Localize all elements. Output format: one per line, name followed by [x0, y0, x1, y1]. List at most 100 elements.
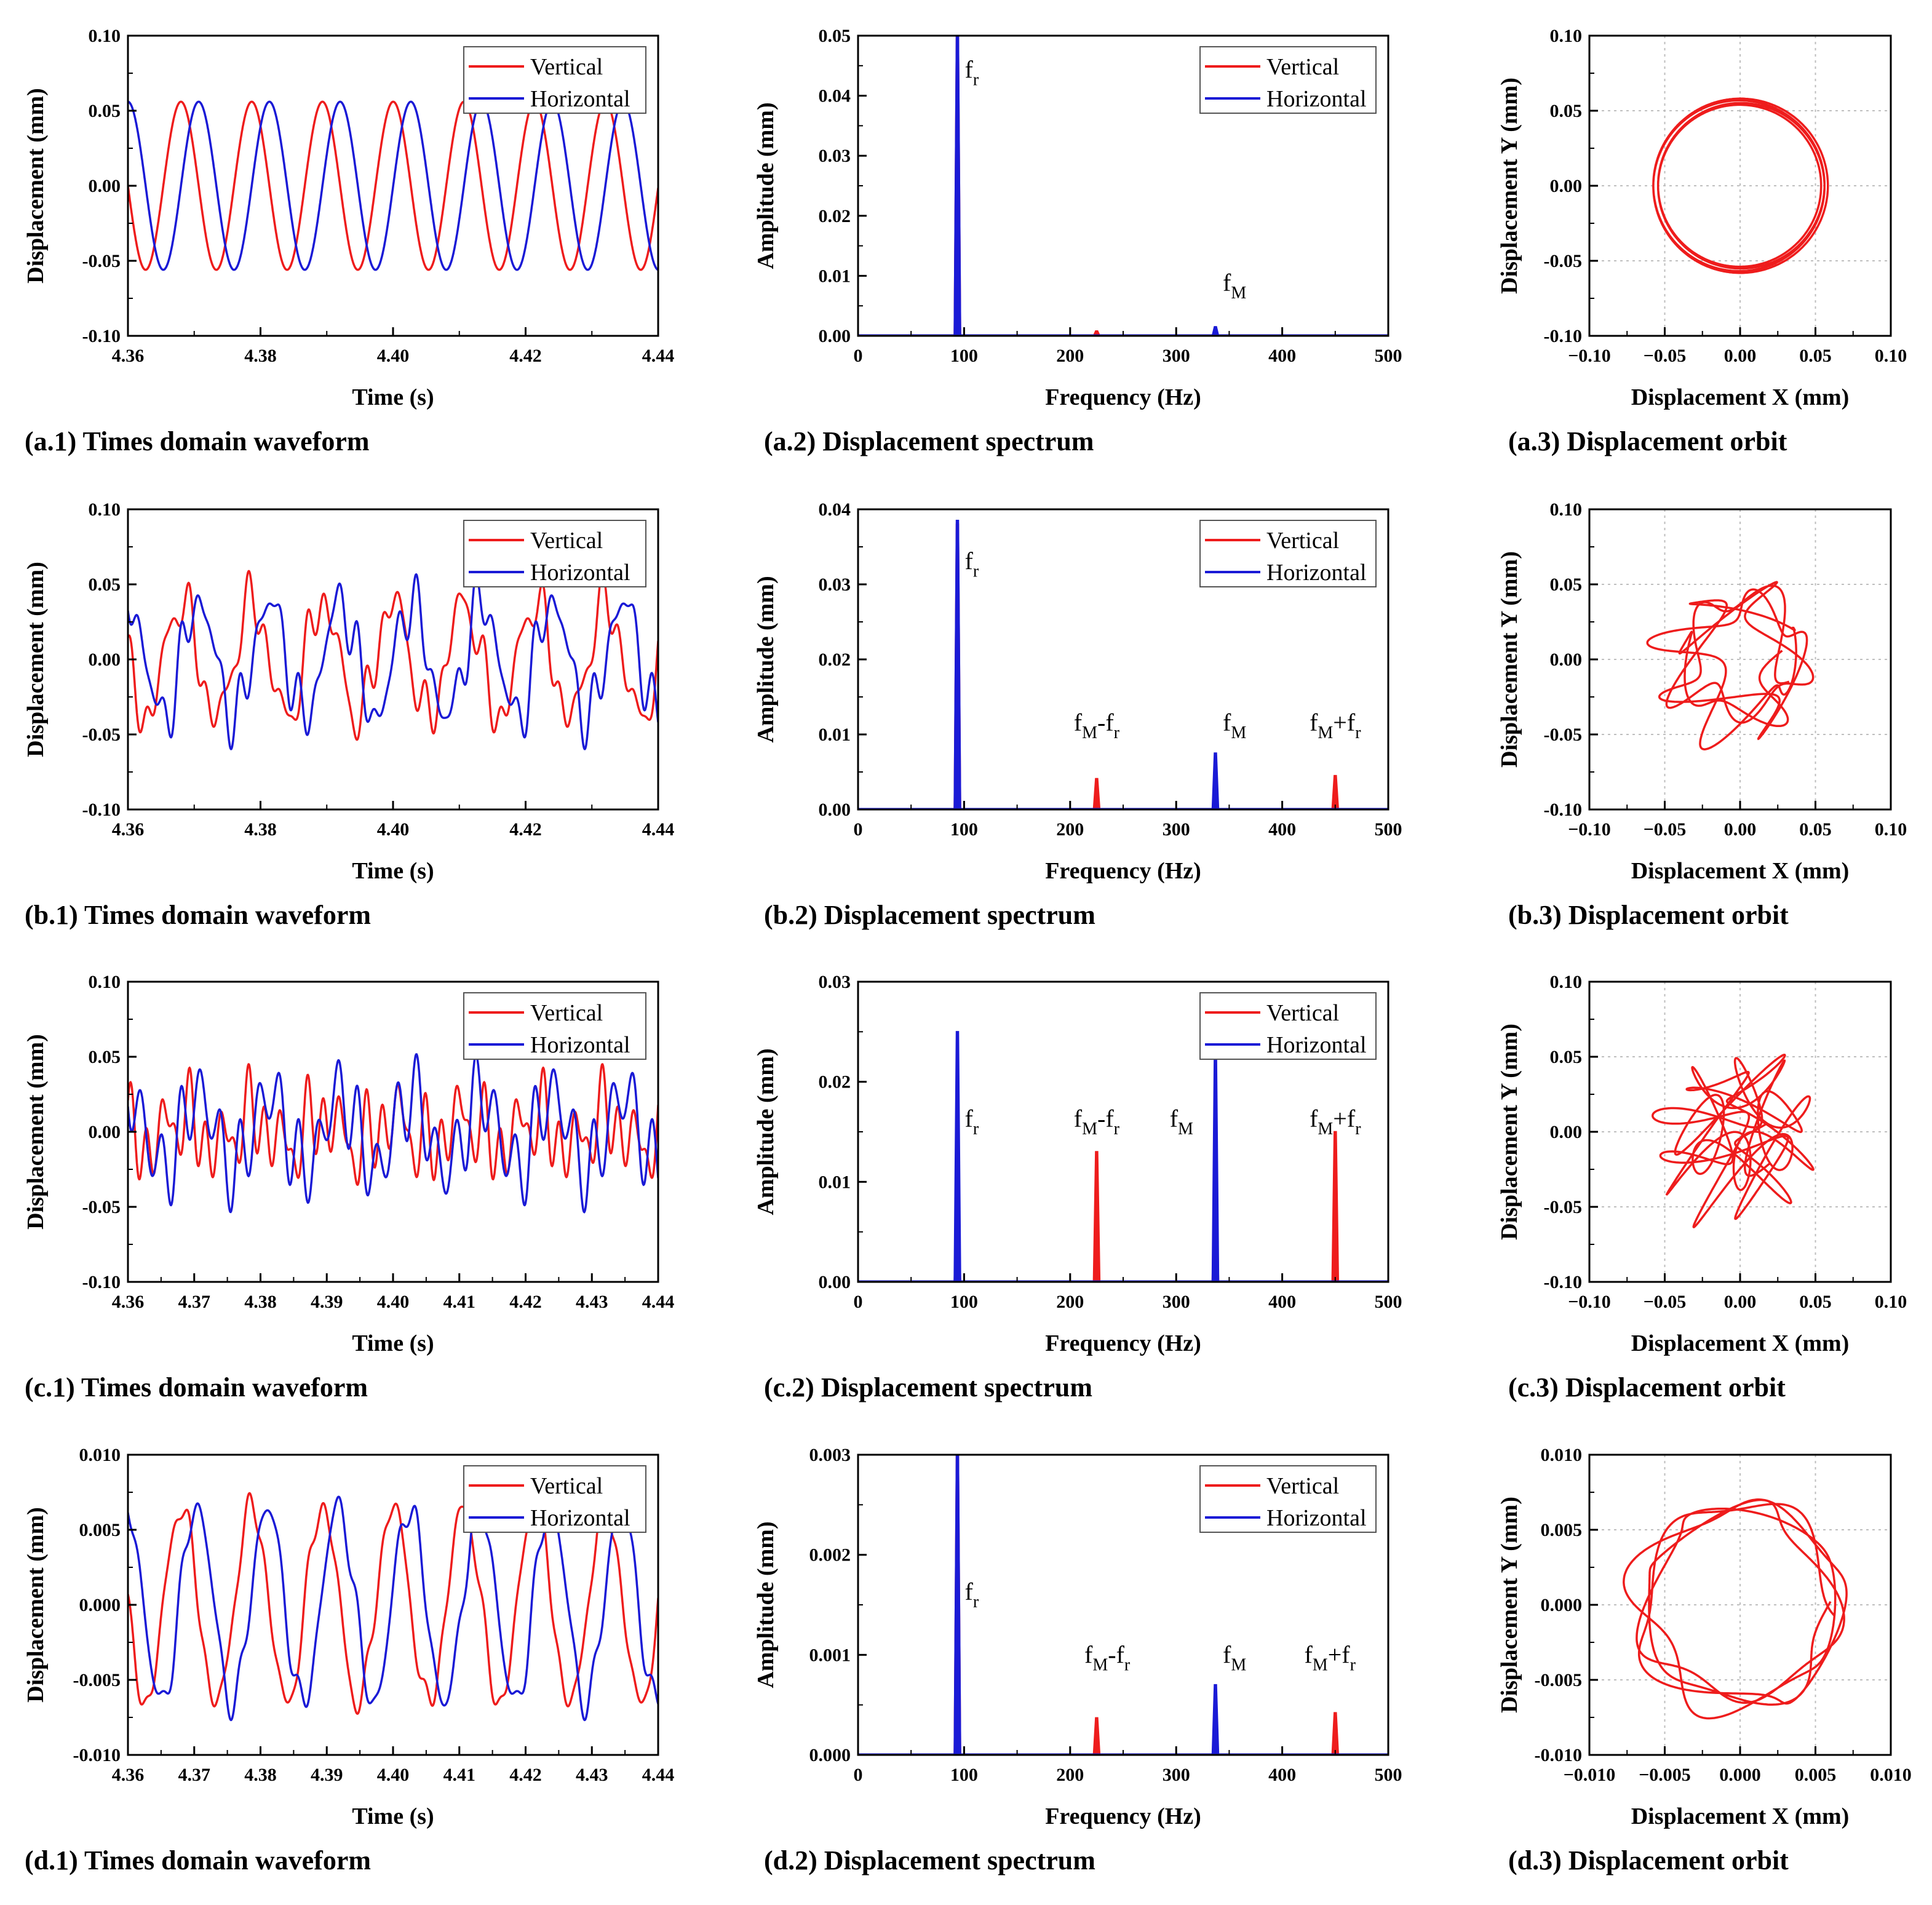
legend-label-horizontal: Horizontal — [1266, 560, 1367, 586]
legend-label-horizontal: Horizontal — [530, 86, 630, 112]
y-tick-label: -0.05 — [1544, 1197, 1583, 1217]
panel-caption: (d.3) Displacement orbit — [1508, 1845, 1789, 1875]
y-axis-title: Amplitude (mm) — [753, 576, 779, 742]
y-tick-label: 0.02 — [819, 206, 851, 226]
x-tick-label: 0.00 — [1724, 819, 1757, 840]
x-axis-title: Frequency (Hz) — [1045, 384, 1201, 410]
spectrum-peak-vertical — [1331, 774, 1340, 809]
x-tick-label: 4.40 — [377, 1292, 410, 1312]
x-tick-label: 4.44 — [642, 346, 675, 366]
legend-label-vertical: Vertical — [530, 528, 603, 554]
y-tick-label: -0.05 — [1544, 251, 1583, 271]
y-tick-label: -0.10 — [82, 326, 121, 346]
y-tick-label: 0.01 — [819, 266, 851, 286]
x-tick-label: 0.005 — [1795, 1765, 1837, 1785]
orbit-line — [1652, 1054, 1815, 1228]
spectrum-peak-horizontal — [953, 1455, 961, 1755]
legend-box — [463, 992, 646, 1060]
y-tick-label: -0.05 — [82, 251, 121, 271]
x-tick-label: 400 — [1268, 346, 1296, 366]
x-tick-label: 0.000 — [1719, 1765, 1761, 1785]
x-tick-label: 0.05 — [1799, 819, 1832, 840]
panel-caption: (c.1) Times domain waveform — [25, 1372, 368, 1402]
x-tick-label: 0.10 — [1875, 819, 1907, 840]
x-tick-label: 4.44 — [642, 819, 675, 840]
legend-label-horizontal: Horizontal — [530, 1505, 630, 1531]
panel-d3: −0.010 −0.005 0.000 0.005 0.010 -0.010 -0.005 0… — [1497, 1445, 1912, 1875]
y-tick-label: 0.05 — [89, 575, 121, 595]
y-tick-label: 0.05 — [89, 1047, 121, 1067]
legend: Vertical Horizontal — [1199, 520, 1377, 587]
panel-c1: 4.36 4.37 4.38 4.39 4.40 4.41 4.42 4.43 4.44 -0.1… — [23, 972, 674, 1402]
legend-label-vertical: Vertical — [1266, 54, 1339, 80]
panel-caption: (a.1) Times domain waveform — [25, 426, 370, 456]
x-tick-label: 400 — [1268, 1292, 1296, 1312]
y-tick-label: -0.10 — [82, 800, 121, 820]
panel-c3: −0.10 −0.05 0.00 0.05 0.10 -0.10 -0.05 0.00 0.05… — [1497, 972, 1907, 1402]
y-tick-label: 0.05 — [819, 26, 851, 46]
panel-b1: 4.36 4.38 4.40 4.42 4.44 -0.10 -0.05 0.00 0.05 0.… — [23, 499, 674, 930]
legend-label-horizontal: Horizontal — [1266, 86, 1367, 112]
spectrum-peak-vertical — [1092, 1717, 1101, 1755]
panel-caption: (b.2) Displacement spectrum — [764, 900, 1095, 930]
x-tick-label: 4.40 — [377, 1765, 410, 1785]
plot-area — [858, 1031, 1388, 1282]
legend-label-vertical: Vertical — [1266, 528, 1339, 554]
x-tick-label: −0.05 — [1644, 346, 1687, 366]
panel-a3: −0.10 −0.05 0.00 0.05 0.10 -0.10 -0.05 0.00 0.05… — [1497, 26, 1907, 456]
peak-annotation: fM+fr — [1304, 1641, 1356, 1674]
panel-b2: 0 100 200 300 400 500 0.00 0.01 0.02 0.03 0.04 Freq… — [753, 499, 1402, 930]
spectrum-peak-vertical — [1331, 1131, 1340, 1282]
y-tick-label: 0.05 — [1550, 1047, 1583, 1067]
x-tick-label: 300 — [1163, 819, 1190, 840]
legend-label-vertical: Vertical — [1266, 1000, 1339, 1026]
legend-label-vertical: Vertical — [1266, 1473, 1339, 1499]
x-tick-label: 300 — [1163, 346, 1190, 366]
x-tick-label: −0.05 — [1644, 1292, 1687, 1312]
y-tick-label: 0.03 — [819, 146, 851, 166]
plot-area — [128, 1492, 658, 1722]
x-tick-label: 200 — [1056, 1292, 1084, 1312]
x-tick-label: 4.43 — [576, 1765, 608, 1785]
y-tick-label: -0.010 — [73, 1745, 121, 1765]
plot-area — [1623, 1498, 1848, 1720]
spectrum-peak-vertical — [1092, 778, 1101, 809]
series-line-horizontal — [128, 1053, 658, 1214]
y-tick-label: -0.10 — [1544, 326, 1583, 346]
x-tick-label: 100 — [950, 819, 978, 840]
peak-annotation: fM — [1223, 269, 1246, 303]
y-tick-label: 0.10 — [89, 499, 121, 520]
spectrum-peak-horizontal — [953, 1031, 961, 1282]
y-axis-title: Displacement Y (mm) — [1497, 551, 1522, 768]
x-tick-label: 500 — [1375, 819, 1402, 840]
y-axis-title: Displacement (mm) — [23, 88, 49, 284]
x-tick-label: 4.38 — [244, 1765, 277, 1785]
x-tick-label: 100 — [950, 1292, 978, 1312]
peak-annotation: fr — [965, 1578, 979, 1612]
plot-area — [1652, 1054, 1815, 1228]
y-axis-title: Displacement (mm) — [23, 562, 49, 757]
x-tick-label: 4.38 — [244, 819, 277, 840]
x-tick-label: 500 — [1375, 346, 1402, 366]
series-line-horizontal — [128, 573, 658, 750]
plot-area — [1652, 97, 1829, 274]
y-tick-label: 0.04 — [819, 86, 851, 106]
legend-label-vertical: Vertical — [530, 1000, 603, 1026]
panel-d1: 4.36 4.37 4.38 4.39 4.40 4.41 4.42 4.43 4.44 -0.0… — [23, 1445, 674, 1875]
x-tick-label: 500 — [1375, 1765, 1402, 1785]
legend-label-horizontal: Horizontal — [530, 1032, 630, 1058]
peak-annotation: fM-fr — [1084, 1641, 1131, 1674]
legend-label-horizontal: Horizontal — [530, 560, 630, 586]
x-axis-title: Displacement X (mm) — [1631, 384, 1850, 410]
panel-a2: 0 100 200 300 400 500 0.00 0.01 0.02 0.03 0.04 0.05… — [753, 26, 1402, 456]
legend-box — [1199, 1465, 1377, 1533]
x-tick-label: 0 — [854, 819, 863, 840]
y-axis-title: Displacement Y (mm) — [1497, 1497, 1522, 1713]
x-axis-title: Frequency (Hz) — [1045, 858, 1201, 884]
y-tick-label: 0.10 — [1550, 26, 1583, 46]
y-tick-label: 0.05 — [1550, 575, 1583, 595]
y-tick-label: -0.010 — [1535, 1745, 1583, 1765]
x-tick-label: −0.010 — [1564, 1765, 1616, 1785]
legend: Vertical Horizontal — [1199, 992, 1377, 1060]
